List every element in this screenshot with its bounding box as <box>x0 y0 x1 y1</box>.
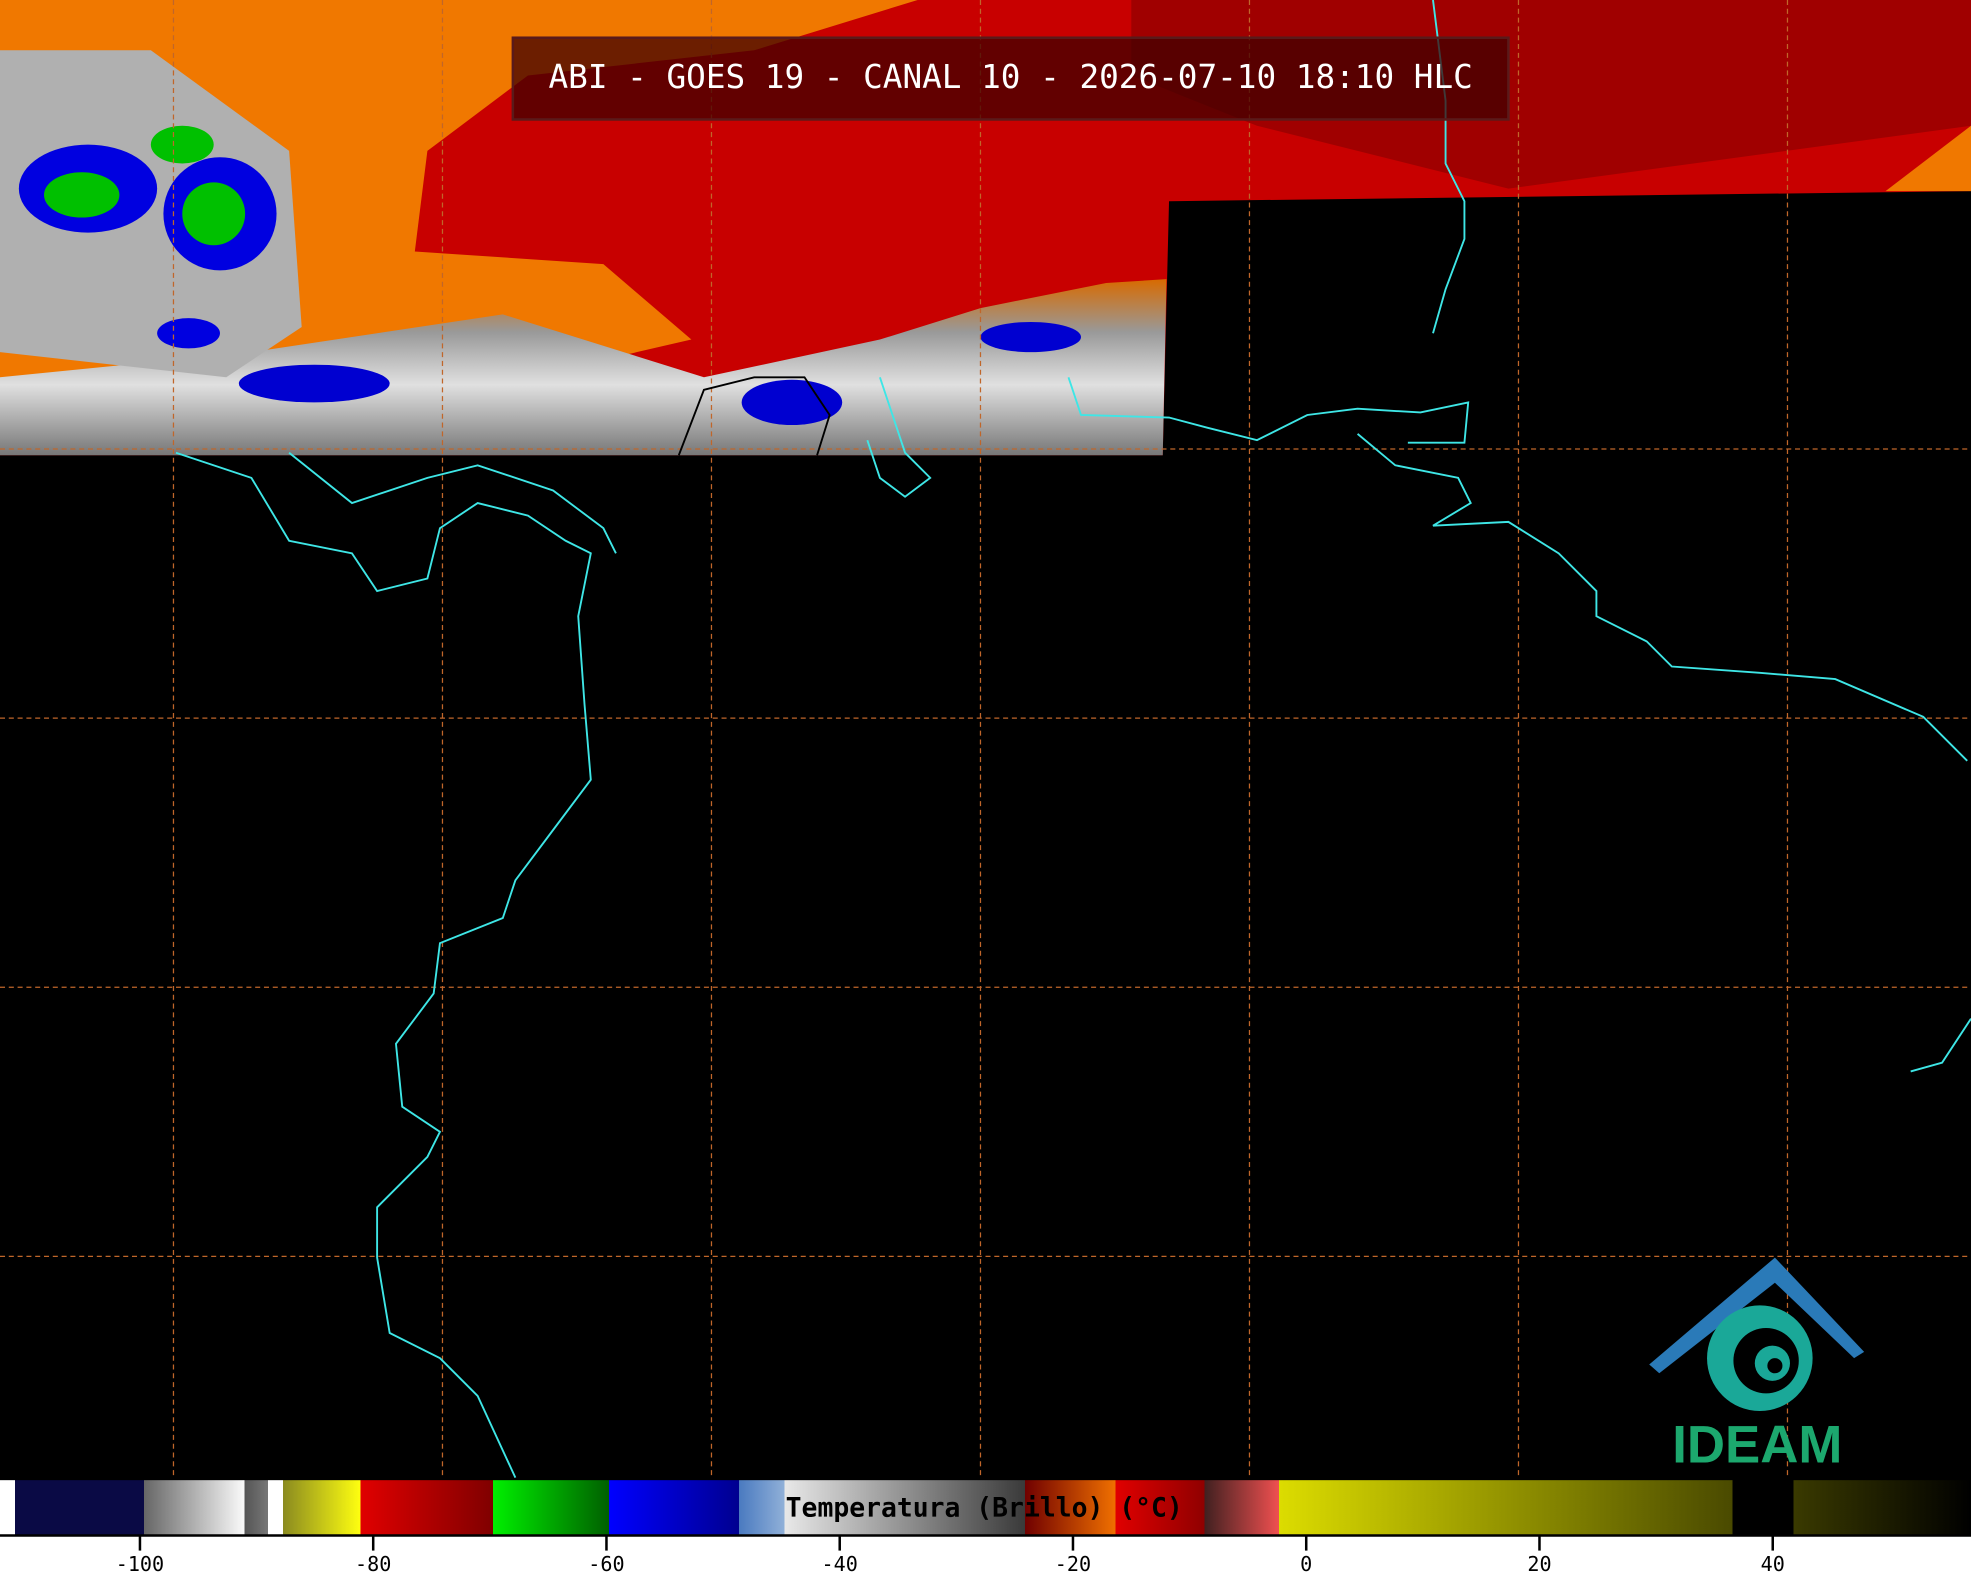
storm-cell <box>741 379 843 426</box>
colorbar-tick-label: -40 <box>822 1552 858 1576</box>
colorbar-tick-label: -100 <box>116 1552 164 1576</box>
logo-text: IDEAM <box>1672 1416 1842 1475</box>
colorbar-axis-bg <box>0 1536 1971 1577</box>
title-box <box>511 36 1510 121</box>
colorbar-tick-label: 20 <box>1527 1552 1551 1576</box>
storm-cell <box>43 172 120 218</box>
imagery-clouds <box>0 279 1167 456</box>
colorbar <box>0 1480 1971 1535</box>
colorbar-label: Temperatura (Brillo) (°C) <box>786 1493 1183 1524</box>
imagery-clouds <box>0 50 302 378</box>
colorbar-tick-label: 0 <box>1300 1552 1312 1576</box>
imagery-orange <box>1885 125 1971 192</box>
logo: IDEAM <box>1649 1257 1865 1475</box>
colorbar-tick-label: -20 <box>1055 1552 1091 1576</box>
storm-cell <box>157 318 220 349</box>
graticule <box>0 0 1971 1478</box>
storm-cell <box>238 364 390 403</box>
storm-cell <box>182 182 246 246</box>
colorbar-tick-label: -60 <box>588 1552 624 1576</box>
storm-cell <box>980 321 1082 353</box>
colorbar-tick-label: -80 <box>355 1552 391 1576</box>
colorbar-tick-label: 40 <box>1761 1552 1785 1576</box>
title: ABI - GOES 19 - CANAL 10 - 2026-07-10 18… <box>548 58 1472 96</box>
storm-cell <box>150 125 214 164</box>
